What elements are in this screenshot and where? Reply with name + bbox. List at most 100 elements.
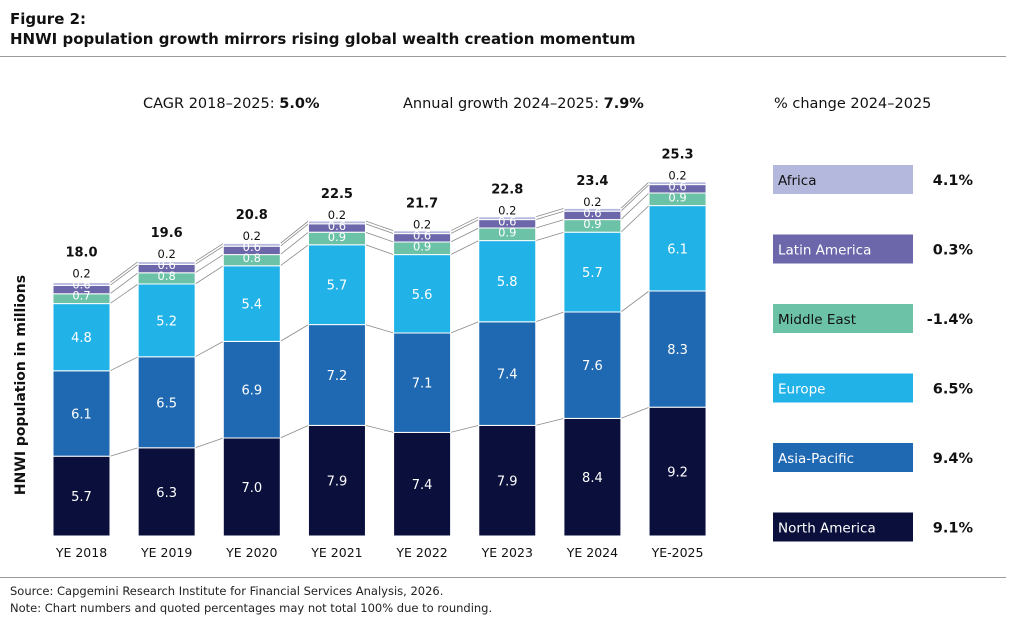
annual-growth-annotation: Annual growth 2024–2025: 7.9% [403,96,644,112]
total-label: 22.5 [321,187,353,202]
segment-label: 0.2 [668,169,686,183]
segment-label: 0.6 [72,278,90,292]
connector-line [620,192,650,220]
x-tick-label: YE 2024 [566,545,618,560]
segment-label: 0.2 [158,247,176,261]
legend-change-north-america: 9.1% [933,521,974,537]
bar-segment-asia-pacific [563,311,622,419]
connector-line [620,184,650,212]
segment-label: 9.2 [667,466,688,481]
connector-line [450,216,479,232]
bar-segment-asia-pacific [137,356,196,449]
segment-label: 5.7 [71,490,92,505]
legend-title: % change 2024–2025 [774,96,931,112]
legend-swatch-europe [773,373,913,403]
bar-segment-north-america [648,406,707,537]
legend-swatch-asia-pacific [773,443,913,472]
total-label: 25.3 [662,148,694,163]
legend-label-middle-east: Middle East [778,312,856,328]
total-label: 19.6 [151,226,183,241]
bar-segment-north-america [137,447,196,537]
figure-title: HNWI population growth mirrors rising gl… [10,30,636,48]
segment-label: 0.6 [583,206,601,220]
bar-segment-europe [137,283,196,358]
bar-segment-africa [478,216,537,221]
legend-label-asia-pacific: Asia-Pacific [778,451,854,467]
connector-line [535,208,565,218]
legend-change-latin-america: 0.3% [933,243,974,259]
bar-segment-europe [307,244,366,326]
bar-segment-europe [563,231,622,313]
bar-segment-europe [52,303,111,372]
legend-label-latin-america: Latin America [778,243,871,259]
segment-label: 5.6 [412,288,433,303]
connector-line [194,254,224,274]
segment-label: 8.3 [667,343,688,358]
connector-line [450,321,479,334]
connector-line [535,311,565,323]
legend-swatch-latin-america [773,234,913,264]
connector-line [195,437,224,449]
connector-line [450,227,479,243]
connector-line [535,210,565,220]
total-label: 23.4 [576,174,608,189]
connector-line [109,272,139,295]
top-divider [0,56,1006,57]
bar-segment-europe [222,265,281,342]
segment-label: 0.9 [328,230,346,244]
connector-line [109,356,139,372]
connector-line [194,243,224,262]
connector-line [365,223,394,234]
segment-label: 5.7 [582,266,603,281]
bar-segment-africa [563,207,622,212]
connector-line [194,245,224,265]
connector-line [535,219,565,229]
connector-line [280,220,309,244]
segment-label: 0.2 [413,218,431,232]
legend-label-africa: Africa [778,173,817,189]
segment-label: 0.6 [498,215,516,229]
bar-segment-asia-pacific [307,324,366,426]
segment-label: 7.9 [327,475,348,490]
x-tick-label: YE 2020 [225,545,277,560]
segment-label: 4.8 [71,331,92,346]
bar-segment-africa [307,220,366,225]
total-label: 18.0 [65,246,97,261]
legend-swatch-africa [773,165,913,194]
connector-line [280,223,309,247]
segment-label: 0.2 [243,229,261,243]
x-tick-label: YE 2019 [140,545,192,560]
connector-line [450,425,479,433]
segment-label: 0.2 [72,267,90,281]
legend-label-europe: Europe [778,382,825,398]
segment-label: 0.9 [498,226,516,240]
segment-label: 7.4 [497,368,518,383]
segment-label: 7.0 [241,481,262,496]
x-tick-label: YE-2025 [651,545,704,560]
connector-line [194,265,224,285]
connector-line [620,181,650,209]
bottom-divider [0,577,1006,578]
connector-line [109,264,139,286]
bar-segment-asia-pacific [222,340,281,439]
segment-label: 5.2 [156,314,177,329]
segment-label: 7.2 [327,369,348,384]
legend-change-middle-east: -1.4% [927,312,974,328]
segment-label: 0.6 [328,219,346,233]
x-tick-label: YE 2018 [55,545,107,560]
connector-line [280,244,309,267]
connector-line [365,220,394,232]
connector-line [194,341,224,358]
bar-segment-north-america [307,424,366,537]
segment-label: 0.6 [413,229,431,243]
connector-line [365,324,394,334]
segment-label: 6.9 [241,384,262,399]
legend-swatch-middle-east [773,304,913,333]
bar-segment-north-america [393,431,452,537]
segment-label: 0.9 [583,217,601,231]
total-label: 20.8 [236,208,268,223]
connector-line [535,231,565,241]
connector-line [365,425,394,433]
segment-label: 5.7 [327,279,348,294]
